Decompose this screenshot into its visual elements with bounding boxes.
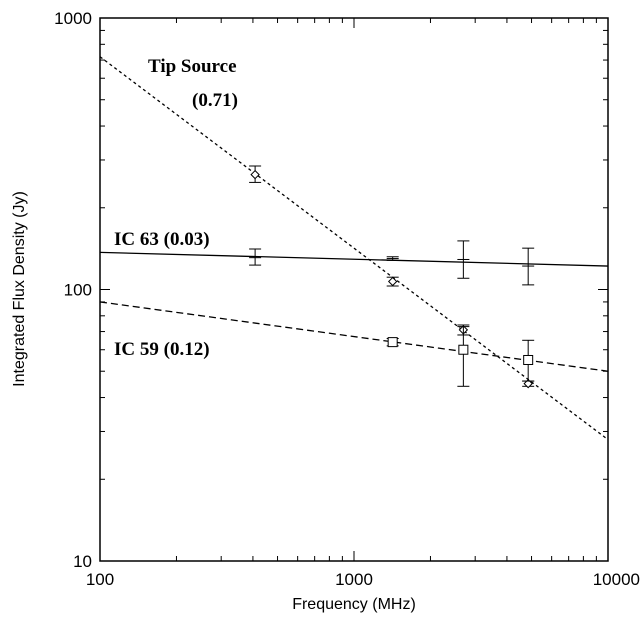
- square-marker: [458, 344, 469, 355]
- y-axis-label: Integrated Flux Density (Jy): [11, 191, 28, 387]
- diamond-marker: [523, 378, 533, 389]
- axis-ticks: [99, 18, 608, 562]
- diamond-marker: [387, 276, 398, 287]
- annotation-tip-source: Tip Source: [148, 56, 237, 77]
- y-tick-label: 10: [73, 552, 92, 571]
- data-points: [249, 165, 535, 389]
- square-marker: [387, 337, 398, 348]
- plot-frame: [99, 17, 609, 562]
- annotation-ic59: IC 59 (0.12): [114, 339, 210, 360]
- data-point-series-1: [249, 165, 262, 183]
- data-point-series-2: [249, 248, 262, 266]
- annotation-tip-index: (0.71): [192, 90, 238, 111]
- diamond-marker: [250, 169, 260, 180]
- fit-line-series-1: [99, 56, 609, 441]
- fit-lines: [99, 56, 609, 441]
- data-point-series-3: [386, 337, 399, 348]
- x-axis-label: Frequency (MHz): [292, 596, 416, 613]
- data-point-series-2: [457, 240, 470, 279]
- data-point-series-2: [386, 256, 399, 261]
- x-tick-label: 10000: [593, 570, 640, 589]
- x-tick-label: 100: [86, 570, 114, 589]
- annotation-ic63: IC 63 (0.03): [114, 229, 210, 250]
- y-tick-label: 100: [64, 281, 92, 300]
- y-tick-label: 1000: [54, 9, 92, 28]
- data-point-series-3: [457, 326, 470, 387]
- data-point-series-3: [522, 339, 535, 382]
- fit-line-series-3: [99, 301, 609, 372]
- square-marker: [523, 354, 534, 365]
- data-point-series-2: [522, 247, 535, 286]
- x-tick-label: 1000: [335, 570, 373, 589]
- fit-line-series-2: [99, 251, 609, 267]
- data-point-series-1: [386, 276, 399, 287]
